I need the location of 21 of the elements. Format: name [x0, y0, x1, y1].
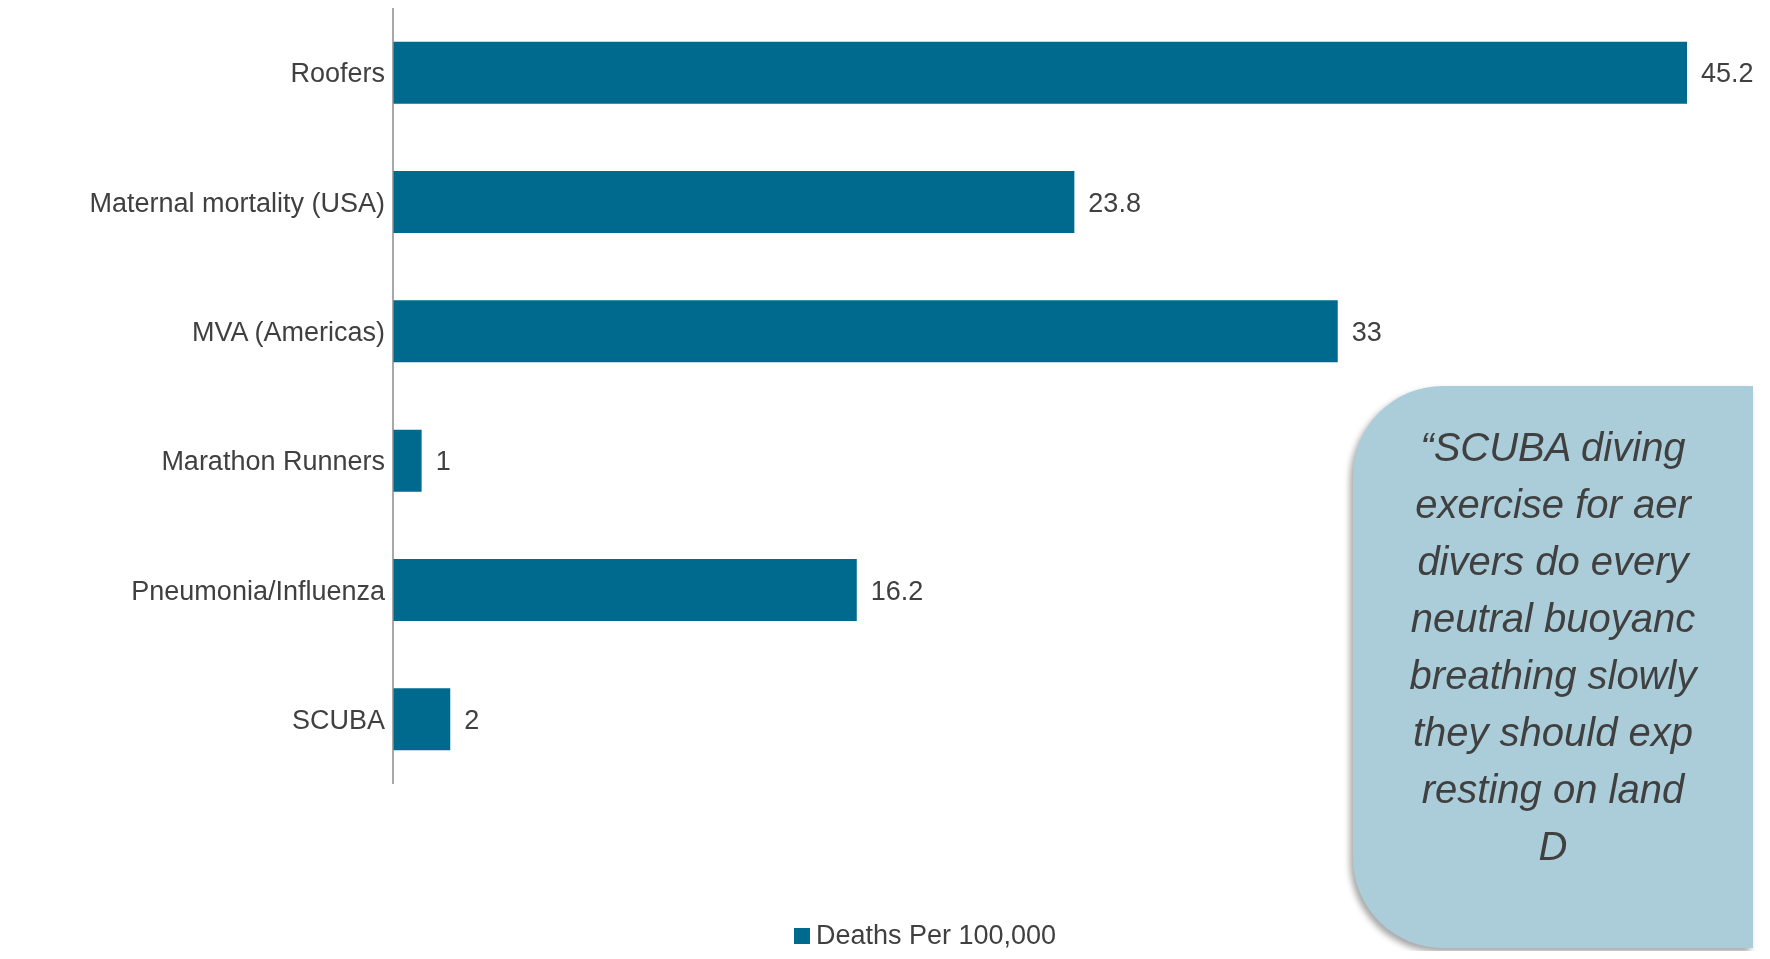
bar: [393, 170, 1075, 233]
bar: [393, 41, 1687, 104]
y-tick-label: SCUBA: [291, 704, 385, 735]
data-label: 23.8: [1088, 187, 1141, 218]
y-tick-label: Roofers: [290, 58, 385, 89]
data-label: 1: [435, 446, 451, 477]
bar: [393, 558, 857, 621]
data-label: 16.2: [870, 575, 924, 606]
data-label: 33: [1351, 316, 1382, 347]
y-tick-label: Pneumonia/Influenza: [131, 575, 386, 606]
bar: [393, 688, 451, 751]
bar: [393, 300, 1338, 363]
data-label: 45.2: [1701, 58, 1754, 89]
bar: [393, 429, 422, 492]
quote-callout: “SCUBA diving exercise for aer divers do every neutral buoyanc breathing slowly they should exp resting on land D: [1353, 386, 1753, 948]
data-label: 2: [464, 704, 480, 735]
legend-label: Deaths Per 100,000: [815, 920, 1057, 951]
y-tick-label: Maternal mortality (USA): [89, 187, 385, 218]
y-tick-label: Marathon Runners: [161, 446, 385, 477]
y-tick-label: MVA (Americas): [191, 316, 385, 347]
annotation: “SCUBA diving exercise for aer divers do every neutral buoyanc breathing slowly they should exp resting on land D: [1409, 424, 1697, 870]
